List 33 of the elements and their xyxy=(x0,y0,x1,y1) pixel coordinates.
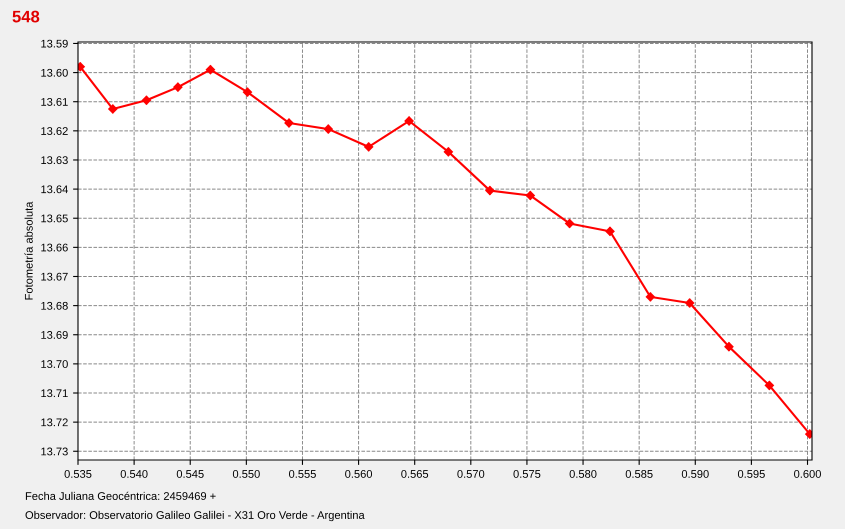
x-tick-label: 0.570 xyxy=(457,470,484,478)
y-tick-label: 13.65 xyxy=(41,214,68,222)
x-tick-label: 0.555 xyxy=(289,470,316,478)
chart-title: 548 xyxy=(12,10,40,22)
y-tick-label: 13.69 xyxy=(41,331,68,339)
y-axis-title: Fotometría absoluta xyxy=(24,202,33,300)
y-tick-label: 13.70 xyxy=(41,360,68,368)
y-tick-label: 13.73 xyxy=(41,448,68,456)
x-tick-label: 0.575 xyxy=(513,470,540,478)
y-tick-label: 13.66 xyxy=(41,244,68,252)
y-tick-label: 13.59 xyxy=(41,40,68,48)
x-tick-label: 0.585 xyxy=(626,470,653,478)
x-tick-label: 0.580 xyxy=(570,470,597,478)
y-tick-label: 13.68 xyxy=(41,302,68,310)
x-tick-label: 0.590 xyxy=(682,470,709,478)
x-tick-label: 0.600 xyxy=(794,470,821,478)
x-tick-label: 0.540 xyxy=(120,470,148,478)
y-tick-label: 13.67 xyxy=(41,272,68,281)
y-tick-label: 13.64 xyxy=(41,185,68,194)
x-tick-label: 0.595 xyxy=(738,470,765,478)
x-tick-label: 0.565 xyxy=(401,470,428,478)
y-tick-label: 13.63 xyxy=(41,156,68,164)
y-tick-label: 13.72 xyxy=(41,418,68,426)
text: Observador: Observatorio Galileo Galilei - X31 Oro Verde - Argentina xyxy=(26,510,365,522)
y-tick-label: 13.62 xyxy=(41,127,68,135)
x-tick-label: 0.545 xyxy=(176,470,204,478)
x-tick-label: 0.550 xyxy=(232,470,260,478)
y-tick-label: 13.60 xyxy=(41,68,68,77)
x-tick-label: 0.560 xyxy=(345,470,372,478)
x-tick-label: 0.535 xyxy=(64,470,92,478)
y-tick-label: 13.71 xyxy=(41,389,68,398)
x-axis-title: Fecha Juliana Geocéntrica: 2459469 + xyxy=(26,492,216,500)
y-tick-label: 13.61 xyxy=(41,98,68,106)
